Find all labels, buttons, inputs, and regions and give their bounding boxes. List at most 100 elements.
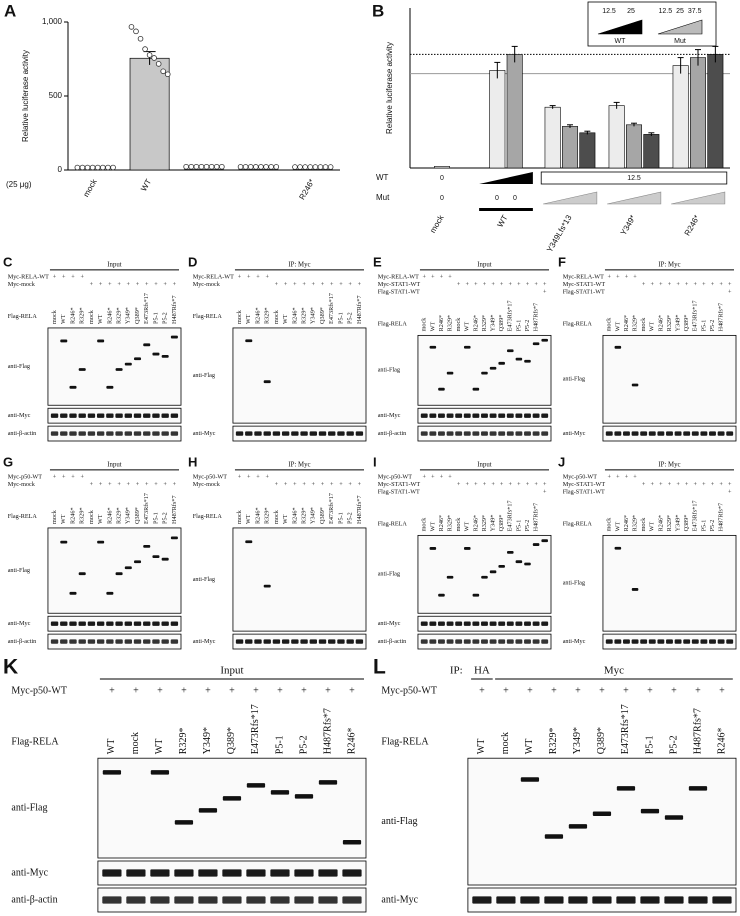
blot-label: anti-Flag [378, 367, 400, 374]
blot [467, 757, 737, 886]
plus-mark: + [711, 281, 715, 288]
plus-mark: + [668, 281, 672, 288]
band [664, 815, 684, 820]
band [515, 357, 523, 361]
legend-dose: 25 [676, 8, 684, 15]
plus-mark: + [448, 474, 452, 481]
plus-mark: + [719, 481, 723, 488]
x-tick-label: WT [139, 177, 153, 192]
data-point [105, 164, 111, 171]
band [87, 621, 96, 626]
band [489, 639, 497, 644]
lane-label: WT [649, 322, 656, 332]
lane-label: Q389* [596, 727, 607, 754]
band [472, 413, 480, 418]
lane-label: R246* [291, 507, 298, 524]
band [614, 639, 622, 644]
data-point [79, 164, 86, 171]
legend-dose: 12.5 [659, 8, 673, 15]
header: Input [220, 665, 243, 677]
lane-label: mock [640, 317, 647, 332]
plus-mark: + [90, 481, 94, 488]
lane-label: Y349* [310, 307, 317, 324]
band [438, 593, 445, 597]
lane-label: WT [282, 314, 289, 324]
lane-label: P5-1 [644, 735, 655, 754]
band [69, 591, 77, 595]
band [438, 413, 445, 418]
blot [47, 425, 182, 442]
band [96, 639, 105, 644]
band [342, 840, 362, 845]
lane-label: WT [282, 514, 289, 524]
blot-label: anti-Myc [8, 620, 31, 627]
blot-label: anti-β-actin [8, 430, 37, 437]
lane-label: P5-2 [524, 320, 531, 332]
lane-label: P5-1 [152, 512, 159, 524]
band [429, 639, 437, 644]
band [115, 413, 123, 418]
row-label: Myc-STAT1-WT [563, 481, 606, 488]
lane-label: H487Rfs*7 [356, 295, 363, 324]
band [78, 431, 86, 436]
band [115, 368, 123, 371]
band [245, 540, 253, 544]
band [489, 621, 497, 626]
band [87, 431, 96, 436]
plus-mark: + [275, 481, 279, 488]
band [515, 413, 523, 418]
band [102, 770, 122, 775]
band [328, 431, 336, 436]
plus-mark: + [728, 489, 732, 496]
band [631, 431, 639, 436]
band [532, 431, 540, 436]
plus-mark: + [173, 281, 177, 288]
data-point [317, 164, 324, 170]
row-label: Flag-STAT1-WT [563, 489, 605, 496]
lane-label: E473Rfs*17 [328, 293, 335, 324]
lane-label: R329* [631, 315, 638, 332]
blot-label: anti-Flag [193, 372, 215, 379]
band [614, 431, 622, 436]
band [355, 431, 364, 436]
band [133, 413, 142, 418]
band [515, 431, 523, 436]
band [337, 639, 345, 644]
band [328, 639, 336, 644]
lane-label: R246* [254, 307, 261, 324]
band [150, 869, 170, 877]
bar [707, 54, 724, 169]
band [541, 413, 549, 418]
lane-label: WT [97, 314, 104, 324]
row-label: Myc-RELA-WT [8, 274, 49, 281]
plus-mark: + [157, 685, 163, 696]
row-label: Flag-STAT1-WT [563, 289, 605, 296]
band [143, 343, 151, 347]
header: IP: Myc [288, 261, 310, 268]
data-point [213, 163, 220, 170]
band [355, 639, 364, 644]
blot [47, 527, 182, 614]
x-tick-label: mock [81, 177, 99, 199]
band [87, 413, 96, 418]
band [126, 869, 146, 877]
row-label: Myc-RELA-WT [193, 274, 234, 281]
plus-mark: + [275, 281, 279, 288]
band [270, 896, 290, 904]
band [524, 359, 531, 363]
band [106, 413, 114, 418]
lane-label: R329* [301, 307, 308, 324]
plus-mark: + [330, 281, 334, 288]
lane-label: Q389* [683, 515, 690, 532]
band [498, 621, 506, 626]
blot-label: anti-Myc [563, 430, 586, 437]
lane-label: WT [60, 314, 67, 324]
band [438, 387, 445, 391]
plus-mark: + [256, 274, 260, 281]
lane-label: H487Rfs*7 [533, 503, 540, 532]
x-tick-label: WT [496, 213, 510, 228]
band [481, 371, 488, 375]
band [170, 536, 178, 540]
band [666, 431, 673, 436]
band [438, 621, 445, 626]
